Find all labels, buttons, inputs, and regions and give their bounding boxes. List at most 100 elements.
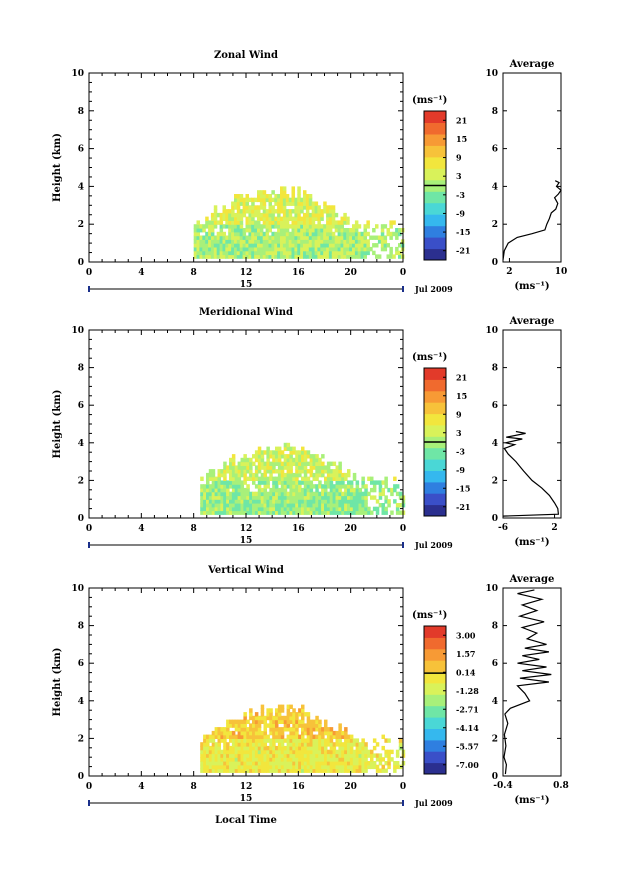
heatmap-cell: [315, 487, 319, 493]
heatmap-cell: [324, 480, 328, 485]
heatmap-cell: [231, 749, 236, 755]
heatmap-cell: [246, 742, 250, 747]
heatmap-cell: [295, 499, 299, 504]
heatmap-cell: [246, 738, 250, 743]
heatmap-cell: [234, 239, 238, 244]
heatmap-cell: [303, 250, 307, 256]
y-tick-label: 8: [78, 364, 84, 374]
heatmap-cell: [384, 753, 388, 758]
profile-frame: [502, 72, 562, 263]
colorbar-tick-label: -4.14: [456, 723, 479, 733]
heatmap-cell: [260, 730, 265, 736]
heatmap-cell: [234, 495, 239, 500]
colorbar-swatch: [424, 481, 446, 494]
heatmap-cell: [286, 745, 291, 751]
heatmap-cell: [213, 250, 218, 256]
heatmap-cell: [306, 749, 311, 755]
heatmap-cell: [229, 469, 233, 474]
heatmap-cell: [326, 472, 331, 478]
heatmap-cell: [263, 753, 267, 758]
heatmap-cell: [254, 745, 259, 751]
heatmap-cell: [295, 768, 299, 773]
heatmap-cell: [295, 738, 299, 743]
heatmap-cell: [347, 495, 351, 500]
heatmap-cell: [211, 480, 216, 485]
heatmap-cell: [294, 239, 298, 244]
heatmap-cell: [328, 246, 333, 252]
heatmap-cell: [375, 499, 380, 504]
heatmap-cell: [216, 235, 221, 240]
heatmap-cell: [347, 484, 351, 489]
heatmap-cell: [231, 491, 236, 497]
heatmap-cell: [291, 216, 295, 221]
heatmap-cell: [260, 738, 265, 743]
y-tick-label: 4: [78, 697, 84, 707]
x-tick-label: 0: [400, 268, 406, 278]
heatmap-cell: [205, 216, 209, 221]
heatmap-cell: [263, 745, 267, 751]
heatmap-cell: [234, 768, 239, 773]
heatmap-cell: [280, 461, 285, 466]
heatmap-cell: [343, 220, 347, 225]
heatmap-cell: [203, 761, 207, 766]
heatmap-cell: [286, 753, 291, 758]
heatmap-cell: [271, 250, 275, 256]
heatmap-cell: [334, 239, 339, 244]
heatmap-cell: [286, 457, 291, 463]
heatmap-cell: [280, 239, 284, 244]
heatmap-cell: [271, 197, 275, 203]
heatmap-cell: [289, 749, 293, 755]
heatmap-cell: [220, 503, 224, 508]
heatmap-cell: [366, 246, 370, 252]
heatmap-cell: [367, 749, 371, 755]
heatmap-cell: [263, 480, 267, 485]
heatmap-cell: [301, 480, 305, 485]
heatmap-cell: [306, 491, 311, 497]
heatmap-cell: [214, 487, 219, 493]
heatmap-cell: [229, 745, 233, 751]
heatmap-cell: [334, 246, 339, 252]
heatmap-cell: [315, 734, 319, 739]
heatmap-cell: [272, 734, 276, 739]
heatmap-cell: [355, 757, 360, 762]
heatmap-cell: [364, 491, 368, 497]
heatmap-cell: [347, 738, 351, 743]
heatmap-cell: [254, 491, 259, 497]
heatmap-cell: [291, 250, 295, 256]
heatmap-cell: [203, 742, 207, 747]
heatmap-cell: [324, 738, 328, 743]
heatmap-cell: [398, 243, 402, 248]
heatmap-cell: [300, 216, 304, 221]
heatmap-cell: [206, 472, 210, 478]
heatmap-cell: [294, 235, 298, 240]
heatmap-cell: [303, 723, 308, 728]
colorbar-swatch: [424, 413, 446, 426]
heatmap-cell: [223, 745, 227, 751]
heatmap-cell: [249, 749, 253, 755]
heatmap-cell: [318, 469, 322, 474]
day-label: 15: [240, 794, 253, 804]
heatmap-cell: [251, 205, 255, 210]
heatmap-cell: [361, 510, 365, 515]
heatmap-cell: [337, 250, 342, 256]
heatmap-cell: [220, 768, 224, 773]
heatmap-cell: [219, 254, 224, 259]
heatmap-cell: [257, 205, 261, 210]
heatmap-cell: [210, 254, 215, 259]
heatmap-cell: [213, 216, 218, 221]
heatmap-cell: [332, 491, 337, 497]
heatmap-cell: [226, 757, 230, 762]
heatmap-cell: [344, 484, 348, 489]
heatmap-cell: [283, 753, 288, 758]
heatmap-cell: [326, 738, 331, 743]
heatmap-cell: [305, 254, 310, 259]
heatmap-cell: [282, 190, 287, 195]
heatmap-cell: [229, 764, 233, 770]
heatmap-cell: [305, 201, 310, 206]
heatmap-cell: [269, 761, 273, 766]
heatmap-cell: [214, 734, 219, 739]
heatmap-cell: [355, 749, 360, 755]
heatmap-cell: [254, 224, 258, 229]
heatmap-cell: [395, 235, 399, 240]
heatmap-cell: [352, 491, 357, 497]
